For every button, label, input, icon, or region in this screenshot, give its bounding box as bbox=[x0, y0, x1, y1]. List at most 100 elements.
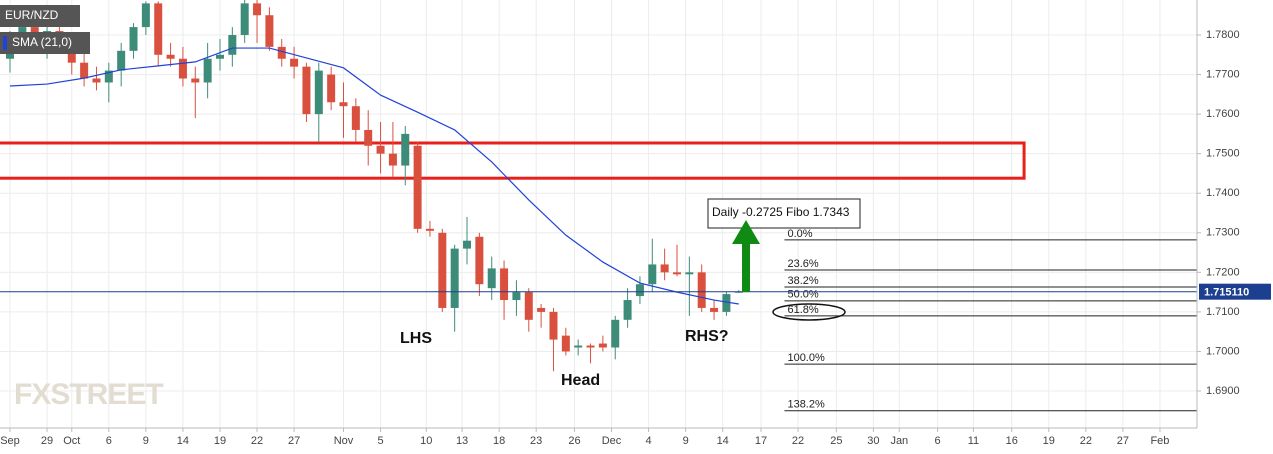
candle-body bbox=[178, 58, 187, 79]
candle-body bbox=[141, 3, 150, 28]
fibo-label: 100.0% bbox=[787, 352, 825, 364]
candle-body bbox=[80, 62, 89, 79]
x-tick-label: 6 bbox=[935, 435, 941, 447]
y-tick-label: 1.7000 bbox=[1206, 345, 1240, 357]
candle-body bbox=[290, 58, 299, 67]
x-tick-label: 18 bbox=[493, 435, 505, 447]
candle-body bbox=[117, 50, 126, 71]
x-tick-label: 11 bbox=[968, 435, 979, 447]
x-tick-label: 19 bbox=[1043, 435, 1055, 447]
resistance-zone bbox=[0, 141, 1026, 180]
annotation-rhs: RHS? bbox=[685, 328, 729, 345]
annotation-box-text: Daily -0.2725 Fibo 1.7343 bbox=[712, 205, 850, 219]
last-price-label: 1.715110 bbox=[1204, 287, 1249, 299]
candle-body bbox=[598, 343, 607, 348]
candle-body bbox=[314, 70, 323, 115]
x-tick-label: 9 bbox=[143, 435, 149, 447]
y-tick-label: 1.7100 bbox=[1206, 306, 1240, 318]
x-tick-label: 25 bbox=[830, 435, 842, 447]
x-tick-label: Oct bbox=[63, 435, 80, 447]
x-tick-label: 16 bbox=[1006, 435, 1018, 447]
x-tick-label: 27 bbox=[288, 435, 300, 447]
candle-body bbox=[623, 300, 632, 320]
candle-body bbox=[129, 27, 138, 51]
candle-body bbox=[228, 35, 237, 55]
candle-body bbox=[537, 307, 546, 312]
candle-body bbox=[611, 319, 620, 348]
legend-entry: SMA (21,0) bbox=[12, 35, 72, 49]
x-tick-label: 22 bbox=[792, 435, 804, 447]
y-tick-label: 1.7200 bbox=[1206, 266, 1240, 278]
candle-body bbox=[92, 78, 101, 83]
x-tick-label: 30 bbox=[867, 435, 879, 447]
candle-body bbox=[327, 74, 336, 103]
x-tick-label: 17 bbox=[755, 435, 767, 447]
candle-body bbox=[648, 264, 657, 285]
candle-body bbox=[265, 15, 274, 47]
candle-body bbox=[561, 335, 570, 352]
x-tick-label: 26 bbox=[568, 435, 580, 447]
fibo-label: 0.0% bbox=[787, 228, 812, 240]
candle-body bbox=[154, 3, 163, 55]
watermark: FXSTREET bbox=[14, 378, 163, 411]
x-tick-label: 5 bbox=[377, 435, 383, 447]
fibo-label: 50.0% bbox=[787, 289, 818, 301]
x-tick-label: Jan bbox=[890, 435, 908, 447]
annotation-lhs: LHS bbox=[400, 330, 432, 347]
candle-body bbox=[364, 129, 373, 146]
candle-body bbox=[253, 3, 262, 16]
sma-line bbox=[9, 47, 739, 305]
candle-body bbox=[302, 66, 311, 115]
x-tick-label: 6 bbox=[106, 435, 112, 447]
candle-body bbox=[203, 58, 212, 83]
x-tick-label: 27 bbox=[1117, 435, 1129, 447]
x-tick-label: Nov bbox=[334, 435, 354, 447]
x-tick-label: 22 bbox=[1080, 435, 1092, 447]
highlight-ellipse bbox=[772, 303, 846, 321]
fibo-label: 61.8% bbox=[787, 304, 818, 316]
candle-body bbox=[67, 46, 76, 63]
candle-body bbox=[524, 292, 533, 320]
candle-body bbox=[475, 236, 484, 285]
candle-body bbox=[191, 78, 200, 83]
candle-body bbox=[710, 307, 719, 312]
candle-body bbox=[635, 284, 644, 297]
legend-entry: EUR/NZD bbox=[5, 8, 59, 22]
y-tick-label: 1.7800 bbox=[1206, 29, 1240, 41]
x-tick-label: 14 bbox=[717, 435, 729, 447]
candle-body bbox=[450, 248, 459, 308]
candle-body bbox=[166, 54, 175, 59]
candle-body bbox=[339, 102, 348, 107]
candle-body bbox=[574, 345, 583, 348]
candle-body bbox=[104, 70, 113, 83]
candle-body bbox=[425, 228, 434, 231]
candle-body bbox=[376, 145, 385, 154]
x-tick-label: 9 bbox=[683, 435, 689, 447]
candle-body bbox=[660, 264, 669, 273]
y-tick-label: 1.7500 bbox=[1206, 148, 1240, 160]
candle-body bbox=[586, 345, 595, 348]
candle-body bbox=[549, 311, 558, 340]
x-tick-label: 22 bbox=[251, 435, 263, 447]
candle-body bbox=[277, 46, 286, 59]
x-tick-label: 23 bbox=[530, 435, 542, 447]
candle-body bbox=[240, 3, 249, 36]
x-tick-label: Feb bbox=[1150, 435, 1169, 447]
candle-body bbox=[672, 272, 681, 275]
candle-body bbox=[512, 292, 521, 301]
y-tick-label: 1.7600 bbox=[1206, 108, 1240, 120]
candle-body bbox=[401, 133, 410, 166]
fibo-label: 138.2% bbox=[787, 399, 825, 411]
fibo-label: 38.2% bbox=[787, 275, 818, 287]
y-tick-label: 1.7300 bbox=[1206, 227, 1240, 239]
candle-body bbox=[722, 294, 731, 312]
candle-body bbox=[500, 268, 509, 301]
x-tick-label: 13 bbox=[456, 435, 468, 447]
legend-box bbox=[0, 32, 90, 54]
fibo-label: 23.6% bbox=[787, 258, 818, 270]
x-tick-label: 29 bbox=[41, 435, 53, 447]
candle-body bbox=[388, 153, 397, 166]
candle-body bbox=[215, 54, 224, 59]
x-tick-label: 14 bbox=[177, 435, 189, 447]
